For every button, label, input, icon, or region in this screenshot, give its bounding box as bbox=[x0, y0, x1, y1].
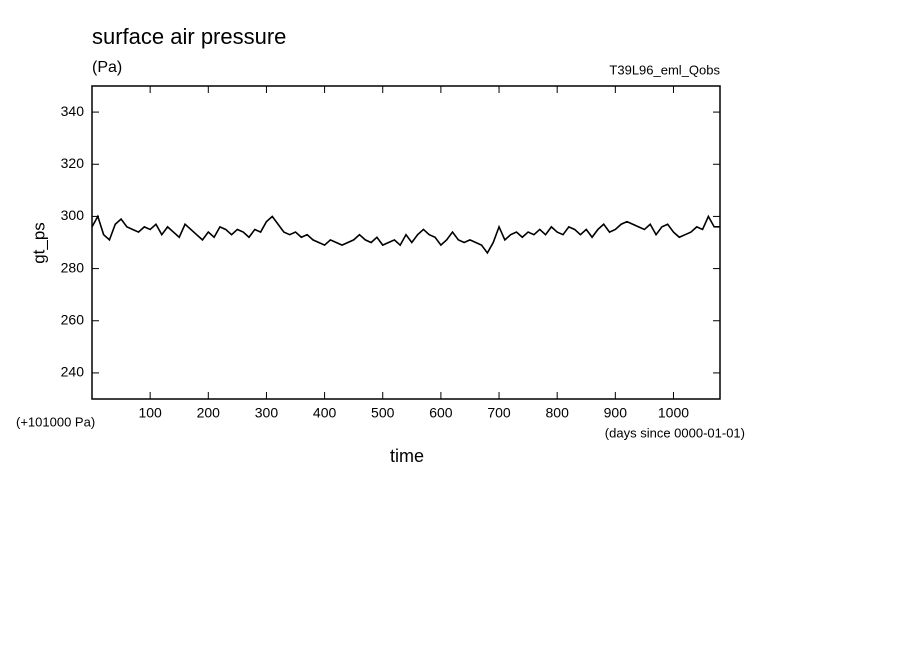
plot-frame bbox=[91, 85, 721, 400]
x-tick-label: 900 bbox=[604, 405, 628, 421]
x-tick-label: 600 bbox=[429, 405, 453, 421]
y-tick-label: 260 bbox=[61, 311, 85, 327]
x-tick-label: 800 bbox=[546, 405, 570, 421]
annotation: T39L96_eml_Qobs bbox=[609, 62, 720, 77]
y-offset-note: (+101000 Pa) bbox=[16, 414, 95, 429]
y-tick-label: 300 bbox=[61, 207, 85, 223]
y-tick-label: 280 bbox=[61, 259, 85, 275]
chart-subtitle: (Pa) bbox=[92, 59, 122, 76]
chart-title: surface air pressure bbox=[92, 24, 286, 49]
x-tick-label: 200 bbox=[197, 405, 221, 421]
x-tick-label: 100 bbox=[138, 405, 162, 421]
y-tick-label: 240 bbox=[61, 364, 85, 380]
x-tick-label: 400 bbox=[313, 405, 337, 421]
y-tick-label: 340 bbox=[61, 103, 85, 119]
data-line bbox=[91, 214, 720, 255]
x-axis-label: time bbox=[390, 446, 424, 466]
x-tick-label: 700 bbox=[487, 405, 511, 421]
y-axis-label: gt_ps bbox=[29, 222, 48, 264]
y-tick-label: 320 bbox=[61, 155, 85, 171]
x-unit-note: (days since 0000-01-01) bbox=[605, 425, 745, 440]
x-tick-label: 500 bbox=[371, 405, 395, 421]
x-tick-label: 300 bbox=[255, 405, 279, 421]
x-tick-label: 1000 bbox=[658, 405, 689, 421]
